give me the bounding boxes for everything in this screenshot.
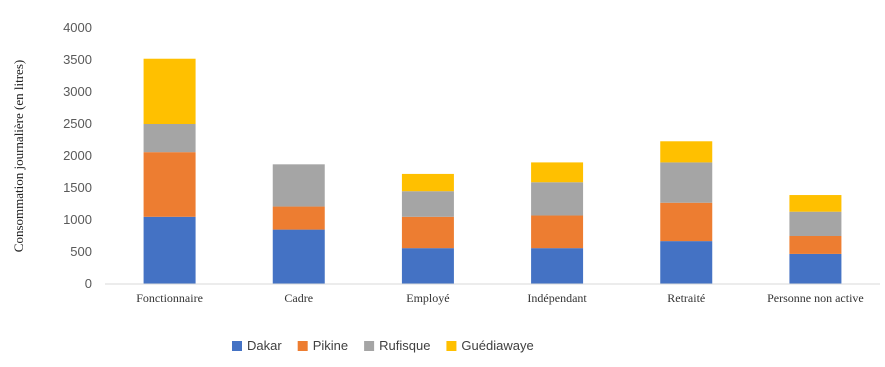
x-tick-label-employe: Employé bbox=[406, 291, 449, 305]
y-tick-label: 500 bbox=[70, 244, 92, 259]
bar-guediawaye-fonctionnaire bbox=[143, 58, 196, 124]
bar-rufisque-employe bbox=[401, 191, 454, 217]
bar-dakar-retraite bbox=[660, 241, 713, 284]
bar-pikine-employe bbox=[401, 216, 454, 249]
bar-dakar-fonctionnaire bbox=[143, 216, 196, 284]
y-tick-label: 1000 bbox=[63, 212, 92, 227]
bar-rufisque-retraite bbox=[660, 162, 713, 203]
y-tick-label: 2500 bbox=[63, 116, 92, 131]
bar-pikine-fonctionnaire bbox=[143, 152, 196, 217]
legend-label-pikine: Pikine bbox=[313, 338, 348, 353]
y-tick-label: 2000 bbox=[63, 148, 92, 163]
legend-label-dakar: Dakar bbox=[247, 338, 282, 353]
y-tick-label: 3500 bbox=[63, 52, 92, 67]
bar-guediawaye-independant bbox=[531, 162, 584, 183]
bar-dakar-independant bbox=[531, 248, 584, 284]
x-tick-label-personne-non-active: Personne non active bbox=[767, 291, 864, 305]
bar-dakar-cadre bbox=[272, 229, 325, 284]
bars bbox=[143, 58, 842, 284]
bar-guediawaye-personne-non-active bbox=[789, 195, 842, 212]
bar-pikine-independant bbox=[531, 215, 584, 249]
y-axis-label: Consommation journalière (en litres) bbox=[11, 60, 26, 252]
y-tick-label: 0 bbox=[85, 276, 92, 291]
bar-rufisque-independant bbox=[531, 182, 584, 216]
legend-label-rufisque: Rufisque bbox=[379, 338, 430, 353]
x-axis-labels: Fonctionnaire Cadre Employé Indépendant Retr… bbox=[136, 291, 863, 305]
legend-label-guediawaye: Guédiawaye bbox=[461, 338, 533, 353]
bar-pikine-cadre bbox=[272, 206, 325, 230]
legend-swatch-pikine bbox=[297, 341, 308, 351]
bar-dakar-personne-non-active bbox=[789, 253, 842, 284]
y-tick-label: 3000 bbox=[63, 84, 92, 99]
bar-dakar-employe bbox=[401, 248, 454, 284]
legend-swatch-dakar bbox=[232, 341, 242, 351]
y-axis-ticks: 0 500 1000 1500 2000 2500 3000 3500 4000 bbox=[63, 20, 92, 291]
bar-rufisque-cadre bbox=[272, 164, 325, 207]
y-tick-label: 1500 bbox=[63, 180, 92, 195]
y-tick-label: 4000 bbox=[63, 20, 92, 35]
legend: Dakar Pikine Rufisque Guédiawaye bbox=[232, 338, 534, 353]
legend-swatch-rufisque bbox=[364, 341, 375, 351]
bar-rufisque-personne-non-active bbox=[789, 211, 842, 236]
x-tick-label-retraite: Retraité bbox=[667, 291, 705, 305]
bar-guediawaye-employe bbox=[401, 173, 454, 192]
x-tick-label-independant: Indépendant bbox=[527, 291, 587, 305]
bar-guediawaye-retraite bbox=[660, 141, 713, 163]
x-tick-label-cadre: Cadre bbox=[284, 291, 313, 305]
bar-pikine-retraite bbox=[660, 202, 713, 242]
bar-rufisque-fonctionnaire bbox=[143, 124, 196, 153]
x-tick-label-fonctionnaire: Fonctionnaire bbox=[136, 291, 203, 305]
bar-pikine-personne-non-active bbox=[789, 236, 842, 254]
legend-swatch-guediawaye bbox=[446, 341, 457, 351]
